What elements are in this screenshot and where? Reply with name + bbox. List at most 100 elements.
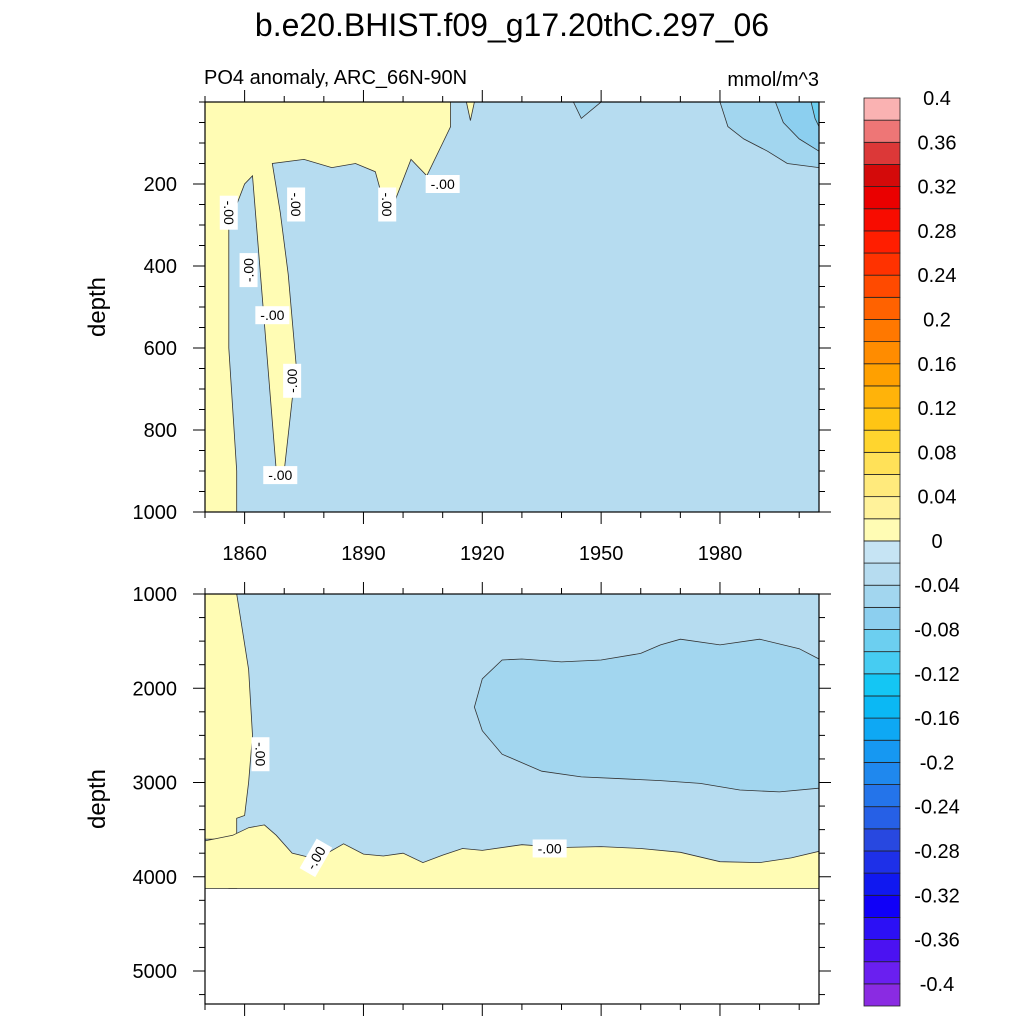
x-tick-label: 1860 (222, 543, 267, 565)
y-axis-label: depth (84, 277, 111, 337)
colorbar-swatch (863, 651, 901, 675)
units-label: mmol/m^3 (727, 69, 819, 91)
y-axis-label: depth (84, 769, 111, 829)
colorbar-tick-label: 0.16 (918, 354, 957, 376)
contour-label: -.00 (251, 737, 270, 772)
variable-label: PO4 anomaly, ARC_66N-90N (204, 67, 467, 89)
colorbar-swatch (863, 230, 901, 254)
colorbar-tick-label: -0.32 (914, 885, 960, 907)
colorbar-tick-label: 0.04 (918, 487, 957, 509)
background-fill (205, 102, 819, 512)
contour-label-text: -.00 (268, 467, 292, 483)
contour-label-bg (263, 466, 298, 485)
contour-label-bg (299, 838, 333, 878)
colorbar-swatch (863, 717, 901, 741)
colorbar-swatch (863, 518, 901, 542)
colorbar-tick-label: -0.08 (914, 620, 960, 642)
x-tick-label: 1890 (341, 543, 386, 565)
colorbar-tick-label: 0.32 (918, 177, 957, 199)
contour-label-text: -.00 (241, 258, 257, 282)
contour-region (465, 102, 475, 121)
contour-label-text: -.00 (252, 742, 268, 766)
y-tick-label: 2000 (133, 678, 178, 700)
colorbar-tick-label: 0.2 (923, 309, 951, 331)
colorbar-swatch (863, 496, 901, 520)
contour-label-text: -.00 (538, 840, 562, 856)
colorbar-swatch (863, 695, 901, 719)
contour-region (810, 102, 819, 127)
colorbar-tick-label: 0.24 (918, 265, 957, 287)
colorbar-swatch (863, 961, 901, 985)
colorbar-tick-label: -0.4 (920, 974, 954, 996)
colorbar-swatch (863, 739, 901, 763)
contour-label-text: -.00 (221, 201, 237, 225)
colorbar-swatch (863, 407, 901, 431)
y-tick-label: 1000 (133, 584, 178, 606)
colorbar-swatch (863, 186, 901, 210)
x-tick-label: 1920 (460, 543, 505, 565)
colorbar-swatch (863, 540, 901, 564)
colorbar-tick-label: 0.4 (923, 88, 951, 110)
contour-label-bg (378, 187, 397, 222)
colorbar-swatch (863, 673, 901, 697)
colorbar-swatch (863, 363, 901, 387)
plot-area (205, 102, 819, 512)
contour-label-bg (219, 195, 238, 230)
colorbar-swatch (863, 629, 901, 653)
colorbar-swatch (863, 141, 901, 165)
contour-label: -.00 (219, 195, 238, 230)
colorbar-swatch (863, 274, 901, 298)
colorbar-swatch (863, 872, 901, 896)
colorbar-swatch (863, 451, 901, 475)
colorbar-swatch (863, 584, 901, 608)
colorbar-tick-label: -0.36 (914, 930, 960, 952)
colorbar-swatch (863, 474, 901, 498)
y-tick-label: 800 (144, 420, 177, 442)
colorbar-swatch (863, 208, 901, 232)
colorbar-tick-label: -0.24 (914, 797, 960, 819)
contour-region (572, 102, 602, 120)
colorbar-tick-label: 0.36 (918, 132, 957, 154)
contour-label-bg (255, 306, 290, 325)
contour-region (205, 824, 819, 889)
contour-label: -.00 (255, 306, 290, 325)
colorbar-swatch (863, 252, 901, 276)
colorbar-swatch (863, 917, 901, 940)
chart-title: b.e20.BHIST.f09_g17.20thC.297_06 (255, 7, 769, 43)
y-tick-label: 5000 (133, 961, 178, 983)
colorbar-swatch (863, 429, 901, 453)
colorbar-swatch (863, 164, 901, 187)
colorbar-swatch (863, 939, 901, 963)
colorbar-tick-label: -0.16 (914, 708, 960, 730)
colorbar-swatch (863, 806, 901, 830)
colorbar-swatch (863, 828, 901, 852)
contour-label: -.00 (239, 253, 258, 288)
contour-label: -.00 (283, 363, 302, 398)
y-tick-label: 400 (144, 256, 177, 278)
y-tick-label: 600 (144, 338, 177, 360)
y-tick-label: 1000 (133, 502, 178, 524)
contour-label: -.00 (378, 187, 397, 222)
y-tick-label: 4000 (133, 867, 178, 889)
panel-top: 200 400 600 800 1000 1860 1890 1920 1950 1980 dept… (84, 90, 831, 565)
contour-label-bg (283, 363, 302, 398)
contour-label-bg (251, 737, 270, 772)
contour-label-bg (532, 839, 567, 858)
contour-label-bg (239, 253, 258, 288)
plot-area (205, 594, 819, 889)
colorbar-tick-label: -0.2 (920, 752, 954, 774)
colorbar-swatch (863, 319, 901, 343)
colorbar-swatch (863, 850, 901, 874)
contour-label: -.00 (425, 175, 460, 193)
y-tick-label: 3000 (133, 773, 178, 795)
colorbar-swatch (863, 296, 901, 320)
contour-label: -.00 (532, 839, 567, 858)
colorbar-swatch (863, 341, 901, 365)
contour-label-bg (425, 175, 460, 193)
colorbar-swatch (863, 894, 901, 918)
contour-region (473, 638, 819, 793)
contour-label-bg (287, 187, 306, 222)
colorbar-swatch (863, 606, 901, 630)
